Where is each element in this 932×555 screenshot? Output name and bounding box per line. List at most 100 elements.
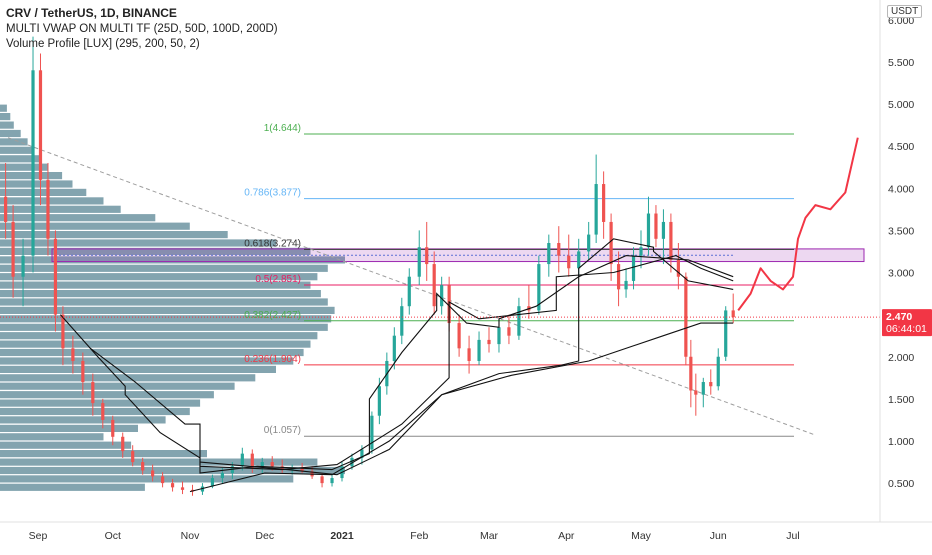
y-tick-label-8: 4.500: [888, 141, 914, 153]
volume-profile-bar-20: [0, 315, 332, 323]
y-tick-label-0: 0.500: [888, 478, 914, 490]
candle-body-14: [131, 451, 135, 463]
candle-body-57: [537, 264, 541, 311]
volume-profile-bar-36: [0, 180, 73, 188]
chart-title[interactable]: CRV / TetherUS, 1D, BINANCE: [6, 6, 177, 20]
candle-body-67: [624, 280, 628, 290]
volume-profile-bar-21: [0, 306, 335, 314]
y-axis[interactable]: 0.5001.0001.5002.0002.5003.0003.5004.000…: [879, 0, 914, 522]
candle-body-46: [432, 264, 436, 307]
volume-profile-bar-26: [0, 264, 328, 272]
candle-body-0: [4, 196, 8, 222]
candle-body-69: [639, 247, 643, 256]
volume-profile-bar-31: [0, 222, 190, 230]
volume-profile-bar-40: [0, 146, 35, 154]
volume-profile-bar-28: [0, 247, 311, 255]
candle-body-53: [497, 327, 501, 345]
volume-profile-bar-7: [0, 424, 138, 432]
candle-body-25: [240, 453, 244, 467]
volume-profile-bar-4: [0, 450, 207, 458]
volume-profile-bar-22: [0, 298, 328, 306]
fib-label-0.5: 0.5(2.851): [255, 274, 301, 285]
indicator-volume-profile-label[interactable]: Volume Profile [LUX] (295, 200, 50, 2): [6, 38, 200, 50]
vwap-line-25D: [59, 238, 734, 474]
candle-body-41: [392, 335, 396, 361]
candle-body-71: [654, 213, 658, 239]
fib-label-0: 0(1.057): [264, 425, 301, 436]
x-tick-label-5: Feb: [410, 530, 428, 542]
candle-body-10: [91, 382, 95, 404]
candle-body-74: [676, 259, 680, 277]
y-tick-label-10: 5.500: [888, 57, 914, 69]
candle-body-51: [477, 339, 481, 361]
candle-body-49: [457, 323, 461, 349]
candle-body-61: [577, 251, 581, 269]
fib-label-1: 1(4.644): [264, 123, 301, 134]
volume-profile-bar-27: [0, 256, 345, 264]
volume-profile-bar-18: [0, 332, 318, 340]
candle-body-79: [709, 382, 713, 387]
volume-profile-bar-3: [0, 458, 318, 466]
volume-profile-bar-24: [0, 281, 311, 289]
candle-body-60: [567, 255, 571, 269]
volume-profile-bar-13: [0, 374, 256, 382]
candle-body-82: [731, 310, 735, 318]
volume-profile-bar-19: [0, 323, 328, 331]
candle-body-38: [370, 415, 374, 450]
candle-body-42: [400, 306, 404, 336]
resistance-zone-box: [51, 248, 865, 263]
candle-body-13: [121, 436, 125, 452]
fib-label-0.618: 0.618(3.274): [244, 238, 301, 249]
currency-unit-badge[interactable]: USDT: [887, 5, 923, 18]
x-tick-label-4: 2021: [330, 530, 354, 542]
candle-body-54: [507, 327, 511, 336]
volume-profile-bar-38: [0, 163, 49, 171]
volume-profile-bar-0: [0, 483, 145, 491]
candle-body-62: [587, 234, 591, 252]
volume-profile-bar-9: [0, 407, 190, 416]
fib-retracement: 1(4.644) 0.786(3.877) 0.618(3.274) 0.5(2.85…: [244, 123, 794, 437]
candle-body-72: [661, 221, 666, 239]
volume-profile-bar-37: [0, 172, 63, 180]
volume-profile-bar-29: [0, 239, 276, 247]
volume-profile-bar-5: [0, 441, 132, 449]
x-tick-label-8: May: [631, 530, 652, 542]
candle-body-37: [360, 449, 364, 458]
y-tick-label-1: 1.000: [888, 436, 914, 448]
candle-body-73: [669, 221, 673, 260]
candle-body-22: [210, 478, 215, 487]
x-axis[interactable]: SepOctNovDec2021FebMarAprMayJunJulAug: [0, 521, 932, 542]
candle-body-4: [38, 70, 43, 180]
x-tick-label-9: Jun: [710, 530, 727, 542]
candle-body-76: [689, 356, 693, 391]
candle-body-16: [151, 470, 155, 477]
candle-body-8: [71, 348, 75, 361]
chart-legend: CRV / TetherUS, 1D, BINANCE MULTI VWAP O…: [6, 6, 278, 53]
candle-body-17: [160, 476, 165, 484]
x-tick-label-2: Nov: [181, 530, 200, 542]
candle-body-47: [440, 285, 444, 307]
x-tick-label-1: Oct: [105, 530, 121, 542]
candle-body-12: [111, 419, 115, 437]
price-tag-box: [882, 309, 932, 337]
volume-profile-bar-43: [0, 121, 14, 129]
x-tick-label-6: Mar: [480, 530, 499, 542]
volume-profile-bar-14: [0, 365, 276, 373]
indicator-vwap-label[interactable]: MULTI VWAP ON MULTI TF (25D, 50D, 100D, …: [6, 22, 278, 35]
candle-body-19: [180, 487, 185, 490]
y-tick-label-6: 3.500: [888, 225, 914, 237]
candle-body-68: [631, 255, 636, 281]
volume-profile-bar-2: [0, 466, 345, 475]
candle-body-64: [602, 184, 606, 222]
candle-body-52: [487, 339, 491, 345]
volume-profile-bar-8: [0, 416, 166, 424]
trendline: [7, 137, 816, 436]
volume-profile-bar-30: [0, 231, 228, 239]
candle-body-39: [377, 386, 381, 416]
price-tag-countdown: 06:44:01: [886, 323, 927, 335]
candle-body-59: [557, 243, 561, 256]
volume-profile-bar-32: [0, 214, 156, 222]
volume-profile-bar-39: [0, 155, 42, 163]
